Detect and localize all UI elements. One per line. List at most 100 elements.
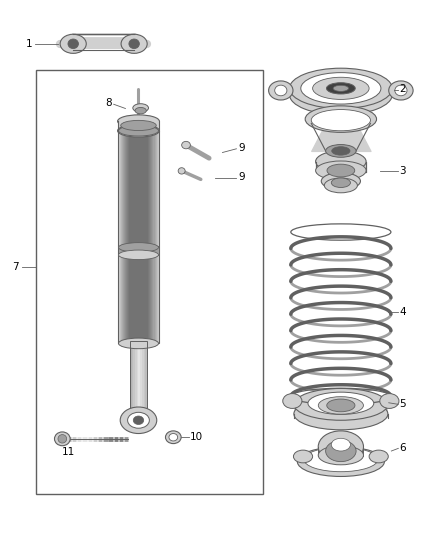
Bar	[130, 341, 147, 410]
Text: 1: 1	[26, 39, 33, 49]
Ellipse shape	[294, 398, 388, 430]
Bar	[137, 341, 138, 410]
Ellipse shape	[311, 110, 371, 131]
Ellipse shape	[318, 397, 364, 414]
Ellipse shape	[297, 447, 385, 477]
Bar	[140, 341, 142, 410]
Ellipse shape	[305, 106, 377, 132]
Ellipse shape	[369, 450, 388, 463]
Bar	[149, 131, 151, 343]
Ellipse shape	[325, 440, 356, 462]
Ellipse shape	[133, 104, 148, 112]
Bar	[121, 131, 123, 343]
Ellipse shape	[380, 393, 399, 408]
Ellipse shape	[316, 151, 366, 172]
Ellipse shape	[389, 81, 413, 100]
Text: 8: 8	[106, 98, 113, 108]
Ellipse shape	[166, 431, 181, 443]
Ellipse shape	[60, 34, 86, 53]
Text: 3: 3	[399, 166, 406, 176]
Ellipse shape	[117, 115, 159, 127]
Bar	[155, 131, 156, 343]
Ellipse shape	[135, 108, 146, 114]
Ellipse shape	[118, 338, 159, 349]
Text: 5: 5	[399, 399, 406, 409]
Ellipse shape	[326, 83, 355, 94]
Ellipse shape	[118, 125, 159, 136]
Ellipse shape	[293, 450, 313, 463]
Ellipse shape	[182, 141, 191, 149]
Ellipse shape	[169, 433, 178, 441]
Ellipse shape	[121, 34, 147, 53]
Ellipse shape	[294, 389, 388, 420]
Ellipse shape	[68, 39, 78, 49]
Bar	[120, 131, 121, 343]
Bar	[118, 131, 159, 343]
Ellipse shape	[395, 85, 407, 96]
Text: 2: 2	[399, 84, 406, 94]
Bar	[137, 131, 138, 343]
Bar	[135, 341, 137, 410]
Bar	[146, 131, 148, 343]
Bar	[131, 131, 132, 343]
Text: 10: 10	[189, 432, 202, 442]
Ellipse shape	[121, 120, 156, 131]
Ellipse shape	[327, 164, 355, 177]
Ellipse shape	[316, 161, 366, 180]
Ellipse shape	[58, 434, 67, 443]
Text: 11: 11	[62, 447, 75, 457]
Ellipse shape	[118, 243, 159, 252]
Ellipse shape	[318, 431, 364, 463]
Ellipse shape	[308, 392, 374, 415]
Bar	[153, 131, 155, 343]
Ellipse shape	[133, 416, 144, 424]
Ellipse shape	[301, 72, 381, 104]
Ellipse shape	[331, 438, 350, 451]
Bar	[139, 131, 141, 343]
Bar	[142, 131, 144, 343]
Text: 4: 4	[399, 306, 406, 317]
Ellipse shape	[117, 124, 159, 137]
Bar	[117, 121, 159, 131]
Bar	[145, 341, 147, 410]
Bar	[158, 131, 159, 343]
Ellipse shape	[304, 447, 378, 472]
Bar	[144, 341, 145, 410]
Bar	[138, 341, 140, 410]
Ellipse shape	[127, 413, 149, 428]
Text: 6: 6	[399, 443, 406, 454]
Bar	[132, 131, 134, 343]
Text: 7: 7	[12, 262, 19, 271]
Bar	[133, 341, 135, 410]
Bar	[118, 246, 159, 255]
Bar	[138, 131, 139, 343]
Ellipse shape	[118, 250, 159, 260]
Ellipse shape	[290, 75, 392, 115]
Ellipse shape	[290, 68, 392, 109]
Bar	[131, 341, 133, 410]
Bar	[148, 131, 149, 343]
Bar	[73, 38, 134, 49]
Ellipse shape	[325, 144, 356, 157]
Ellipse shape	[313, 77, 369, 100]
Bar	[290, 88, 392, 95]
Bar	[156, 131, 158, 343]
Ellipse shape	[275, 85, 287, 96]
Ellipse shape	[178, 168, 185, 174]
Bar	[141, 131, 142, 343]
Ellipse shape	[327, 399, 355, 412]
Text: 9: 9	[239, 143, 245, 154]
Bar	[36, 70, 262, 495]
Bar	[130, 341, 131, 410]
Ellipse shape	[324, 178, 357, 193]
Bar	[294, 407, 388, 418]
Ellipse shape	[54, 432, 70, 446]
Bar	[134, 131, 135, 343]
Bar	[125, 131, 127, 343]
Ellipse shape	[283, 393, 302, 408]
Bar	[144, 131, 145, 343]
Ellipse shape	[268, 81, 293, 100]
Bar	[128, 131, 130, 343]
Ellipse shape	[129, 39, 139, 49]
Ellipse shape	[332, 147, 350, 155]
